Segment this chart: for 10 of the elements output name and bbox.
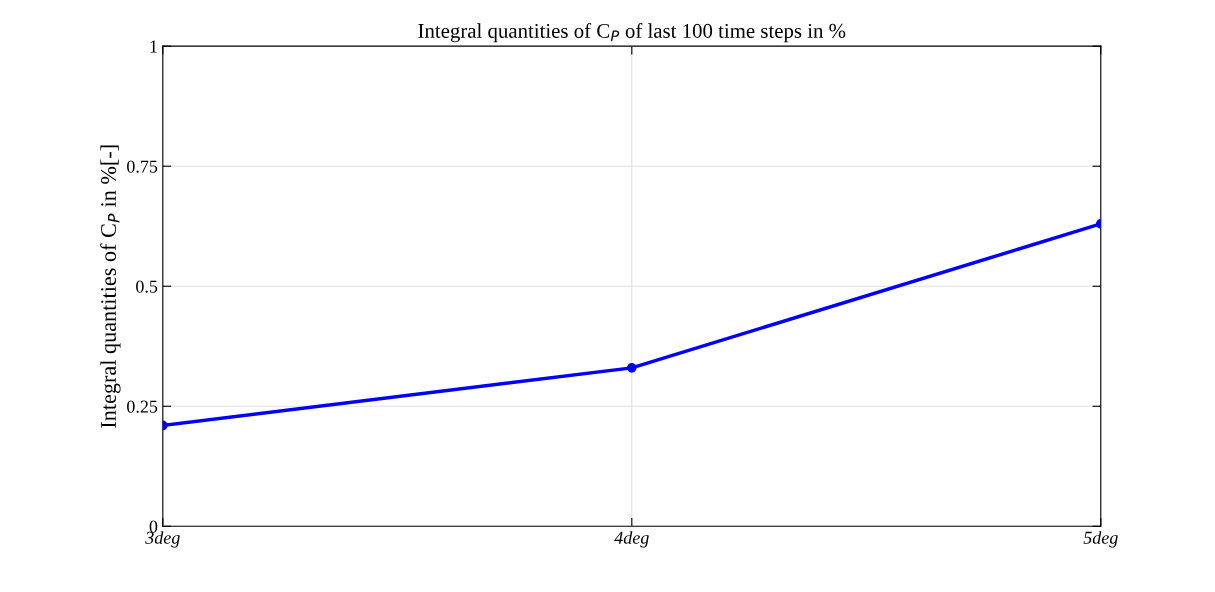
x-tick-label: 5deg (1083, 531, 1118, 548)
x-tick-label: 4deg (614, 531, 649, 548)
y-tick-label: 1 (150, 40, 157, 53)
y-tick-label: 0.5 (136, 280, 158, 293)
x-tick-label: 3deg (145, 531, 180, 548)
y-tick-label: 0.25 (127, 400, 158, 413)
y-tick-label: 0.75 (127, 160, 158, 173)
y-tick-label: 0 (149, 520, 158, 533)
chart-title: Integral quantities of C$_{P}$ of last 100 time steps in % (418, 23, 846, 43)
y-axis-title: Integral quantities of C$_{P}$ in %[-] (100, 145, 121, 428)
